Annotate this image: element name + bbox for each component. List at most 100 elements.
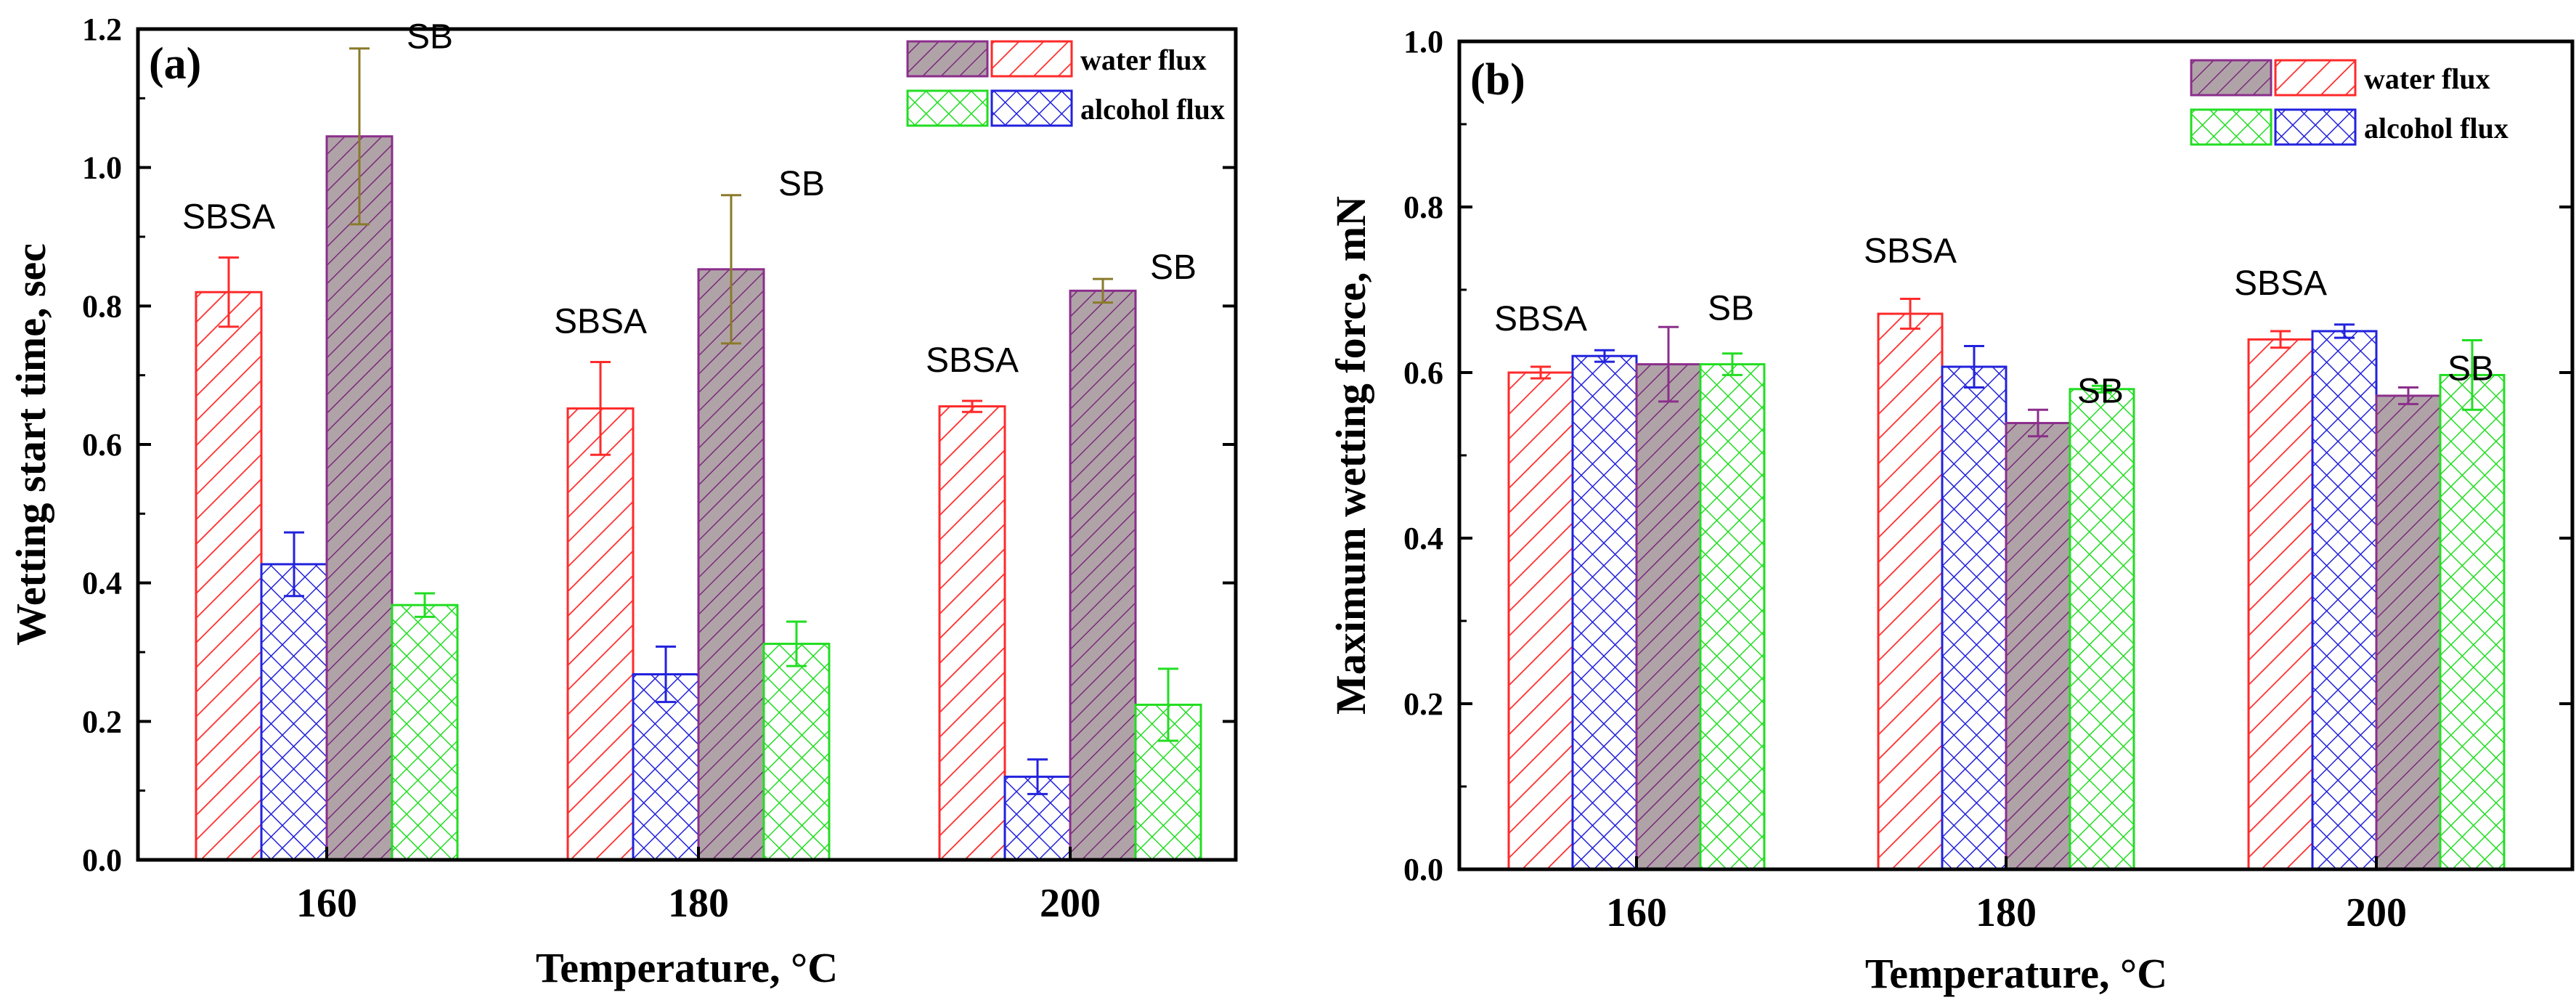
bar xyxy=(2311,330,2378,871)
error-bars xyxy=(1530,298,2482,438)
error-bar xyxy=(1658,325,1679,403)
error-bar xyxy=(2398,386,2418,405)
legend-label-alcohol-flux: alcohol flux xyxy=(1080,93,1225,126)
error-bar xyxy=(284,531,304,598)
x-tick-label: 200 xyxy=(2346,890,2407,935)
y-tick-label: 0.4 xyxy=(82,566,122,601)
y-tick-label: 0.6 xyxy=(1403,355,1443,391)
legend: water flux alcohol flux xyxy=(906,40,1225,127)
bar-annotation: SB xyxy=(1708,289,1754,328)
error-bar xyxy=(219,256,239,328)
bar xyxy=(1699,363,1766,871)
error-bar xyxy=(349,47,370,226)
legend-swatch-sbsa-alcohol xyxy=(2274,108,2357,146)
bar-annotation: SBSA xyxy=(2234,264,2327,303)
bar-annotation: SB xyxy=(2077,372,2124,410)
error-bar xyxy=(2334,323,2355,339)
error-bar xyxy=(1158,667,1178,742)
bar xyxy=(391,603,459,861)
panel-a: (a) SBSA SB SBSA SB SBSA SB 0.0 0.2 0.4 0.6 0.8 1.… xyxy=(7,12,1238,991)
y-tick-label: 0.6 xyxy=(82,427,122,463)
bar xyxy=(2439,373,2506,871)
bar xyxy=(2375,394,2442,871)
y-ticks: 0.0 0.2 0.4 0.6 0.8 1.0 xyxy=(1403,24,2572,887)
error-bar xyxy=(2462,339,2482,411)
bar xyxy=(260,563,328,861)
bar xyxy=(325,135,394,861)
bar xyxy=(697,268,765,861)
x-ticks: 160 180 200 xyxy=(1606,856,2407,935)
bar xyxy=(1635,363,1702,871)
bar xyxy=(2005,422,2071,871)
legend-swatch-sb-alcohol xyxy=(906,89,989,127)
bar xyxy=(938,405,1006,861)
legend-swatch-sbsa-alcohol xyxy=(990,89,1073,127)
panel-b: (b) SBSA SB SBSA SB SBSA SB 0.0 0.2 0.4 0.6 0.8 1.… xyxy=(1327,24,2575,997)
error-bar xyxy=(2028,408,2048,438)
x-tick-label: 200 xyxy=(1040,881,1101,926)
legend-swatch-sbsa-water xyxy=(2274,59,2357,97)
y-axis-label: Wetting start time, sec xyxy=(7,243,54,646)
legend-label-water-flux: water flux xyxy=(1080,44,1207,76)
y-tick-label: 0.2 xyxy=(82,704,122,739)
x-tick-label: 160 xyxy=(1606,890,1667,935)
bar xyxy=(762,643,831,861)
bar xyxy=(1877,312,1944,871)
error-bar xyxy=(1964,345,1984,389)
annotations: SBSA SB SBSA SB SBSA SB xyxy=(1494,232,2494,411)
error-bar xyxy=(1900,298,1920,330)
y-axis-label: Maximum wetting force, mN xyxy=(1327,196,1374,715)
bar-annotation: SBSA xyxy=(182,198,275,237)
bar-annotation: SB xyxy=(1150,248,1197,287)
bar-annotation: SBSA xyxy=(554,303,647,341)
bar-annotation: SB xyxy=(2447,350,2494,389)
x-tick-label: 180 xyxy=(668,881,729,926)
error-bars xyxy=(219,47,1178,795)
error-bar xyxy=(2092,384,2112,394)
panel-label: (a) xyxy=(149,39,201,89)
y-tick-label: 0.0 xyxy=(1403,852,1443,887)
y-tick-label: 0.8 xyxy=(1403,190,1443,225)
bar xyxy=(566,407,635,861)
bar-annotation: SB xyxy=(778,165,825,203)
bar xyxy=(195,290,263,861)
error-bar xyxy=(1027,758,1048,795)
legend-label-water-flux: water flux xyxy=(2364,62,2490,95)
error-bar xyxy=(1594,349,1615,363)
bar xyxy=(1941,365,2008,871)
error-bar xyxy=(1722,352,1743,376)
legend-label-alcohol-flux: alcohol flux xyxy=(2364,112,2508,145)
bar xyxy=(1069,289,1137,861)
bar-annotation: SBSA xyxy=(926,341,1019,380)
error-bar xyxy=(786,620,807,667)
y-tick-label: 1.0 xyxy=(1403,24,1443,60)
error-bar xyxy=(415,592,435,618)
bar xyxy=(632,673,700,861)
error-bar xyxy=(656,645,676,704)
legend-swatch-sb-water xyxy=(2190,59,2273,97)
error-bar xyxy=(2270,330,2291,349)
bar xyxy=(2247,338,2314,871)
bar-annotation: SB xyxy=(407,18,453,57)
bar xyxy=(1507,371,1574,871)
error-bar xyxy=(721,194,741,345)
y-tick-label: 0.4 xyxy=(1403,521,1443,556)
panel-label: (b) xyxy=(1470,55,1525,105)
y-tick-label: 1.2 xyxy=(82,12,122,47)
x-axis-label: Temperature, °C xyxy=(1865,950,2167,997)
legend: water flux alcohol flux xyxy=(2190,59,2508,146)
legend-swatch-sbsa-water xyxy=(990,40,1073,78)
error-bar xyxy=(1093,277,1113,304)
x-tick-label: 160 xyxy=(296,881,357,926)
y-tick-label: 0.0 xyxy=(82,842,122,878)
bars xyxy=(195,135,1202,861)
error-bar xyxy=(962,399,982,413)
x-axis-label: Temperature, °C xyxy=(536,944,838,991)
y-tick-label: 1.0 xyxy=(82,150,122,186)
annotations: SBSA SB SBSA SB SBSA SB xyxy=(182,18,1197,380)
legend-swatch-sb-alcohol xyxy=(2190,108,2273,146)
y-tick-label: 0.8 xyxy=(82,288,122,324)
y-tick-label: 0.2 xyxy=(1403,686,1443,722)
bar-annotation: SBSA xyxy=(1864,232,1957,271)
